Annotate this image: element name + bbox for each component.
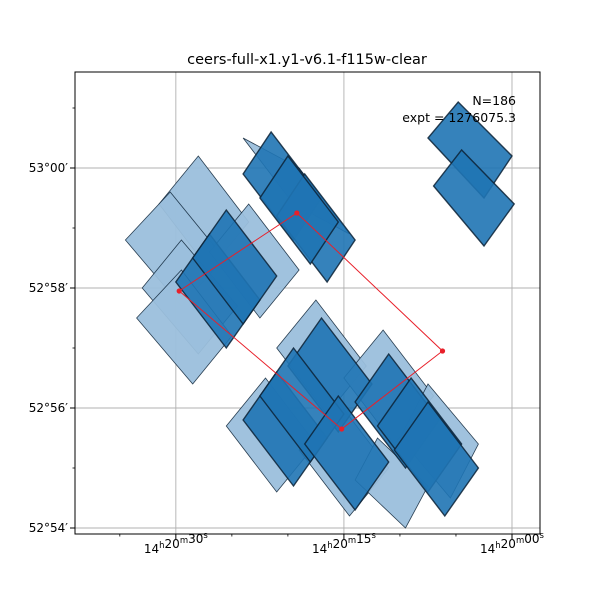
x-tick-label: 14h20m00s xyxy=(480,531,545,556)
footprint-dark xyxy=(303,394,390,512)
y-tick-label: 52°58′ xyxy=(29,281,69,295)
y-tick-label: 52°54′ xyxy=(29,521,69,535)
footprint-dark xyxy=(393,400,480,518)
y-tick-label: 52°56′ xyxy=(29,401,69,415)
footprint-dark xyxy=(432,148,516,248)
exposure-annotation: expt = 1276075.3 xyxy=(402,110,516,125)
x-tick-label: 14h20m30s xyxy=(144,531,209,556)
y-tick-label: 53°00′ xyxy=(29,161,69,175)
plot-area xyxy=(75,72,540,534)
footprint-dark xyxy=(259,154,340,266)
axes-frame xyxy=(74,71,541,535)
count-annotation: N=186 xyxy=(472,93,516,108)
outline-vertex xyxy=(439,348,446,354)
footprint-dark xyxy=(191,208,278,326)
outline-vertex xyxy=(176,288,182,294)
axes-ticks: 14h20m30s 14h20m15s 14h20m00s 53°00′ 52°58′ 5… xyxy=(29,107,545,556)
outline-vertex xyxy=(339,426,345,432)
outline-vertex xyxy=(294,210,300,216)
footprints xyxy=(124,100,516,529)
chart-title: ceers-full-x1.y1-v6.1-f115w-clear xyxy=(187,52,427,68)
x-tick-label: 14h20m15s xyxy=(312,531,377,556)
